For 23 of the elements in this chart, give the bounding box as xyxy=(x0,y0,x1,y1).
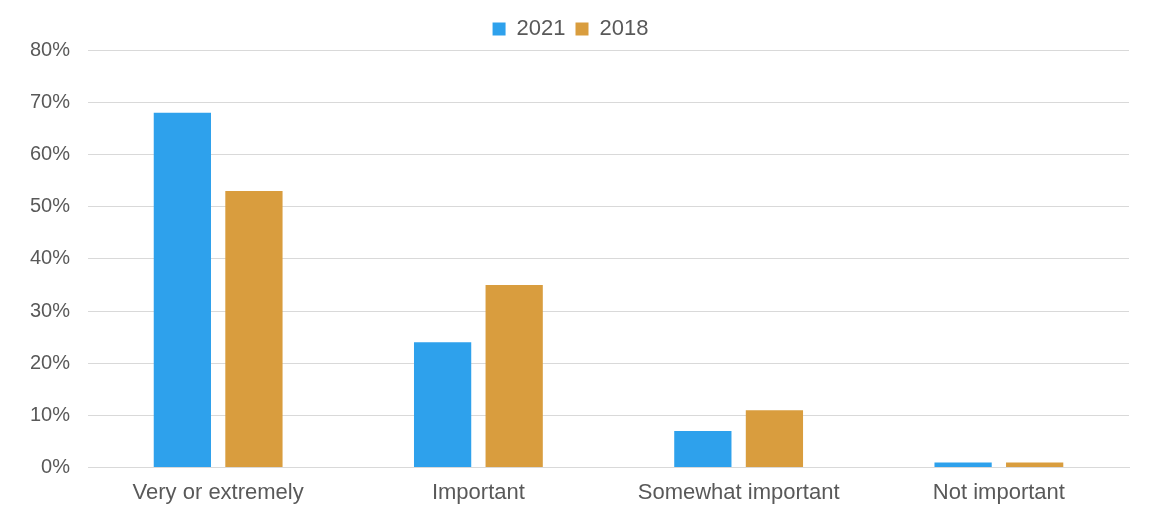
bar xyxy=(674,431,732,468)
x-tick-label: Very or extremely xyxy=(132,478,304,504)
legend-label: 2018 xyxy=(599,15,649,41)
bar xyxy=(934,462,992,468)
bar xyxy=(745,410,804,468)
y-tick-label: 40% xyxy=(30,246,71,269)
bar xyxy=(153,112,211,468)
x-tick-label: Somewhat important xyxy=(637,478,840,504)
y-tick-label: 30% xyxy=(30,298,71,321)
bar xyxy=(485,284,543,468)
y-tick-label: 10% xyxy=(30,402,71,425)
legend-label: 2021 xyxy=(516,15,566,41)
y-tick-label: 60% xyxy=(30,141,71,164)
bar xyxy=(1006,462,1064,468)
x-tick-label: Not important xyxy=(932,478,1065,504)
x-tick-label: Important xyxy=(431,478,525,504)
y-tick-label: 20% xyxy=(30,350,71,373)
y-tick-label: 50% xyxy=(30,194,71,217)
bar xyxy=(225,190,283,468)
bar xyxy=(413,342,472,468)
y-tick-label: 0% xyxy=(41,455,71,478)
y-tick-label: 80% xyxy=(30,37,71,60)
y-tick-label: 70% xyxy=(30,89,71,112)
